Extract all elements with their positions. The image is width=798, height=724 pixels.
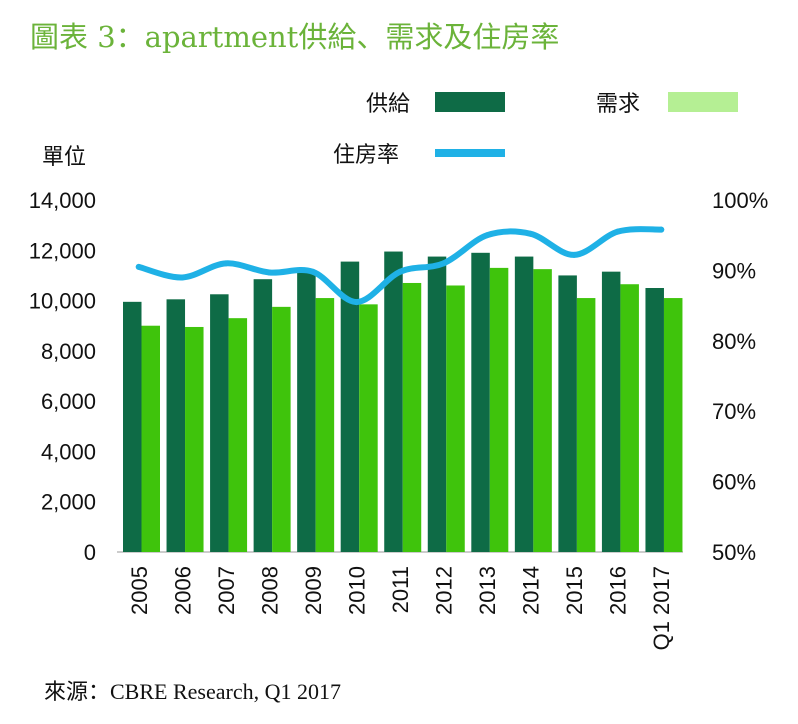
occupancy-point-2012 [440, 260, 447, 267]
bar-supply-2005 [123, 301, 142, 552]
bar-demand-2010 [359, 304, 378, 552]
x-tick-label: 2008 [257, 566, 282, 615]
bar-supply-2008 [253, 279, 273, 552]
bar-demand-2013 [489, 267, 509, 552]
y-tick-label: 0 [84, 540, 96, 565]
right-axis-ticks: 50% 60% 70% 80% 90% 100% [712, 188, 768, 565]
occupancy-point-2010 [353, 299, 360, 306]
bar-supply-2006 [166, 299, 186, 552]
bar-demand-2008 [272, 306, 291, 552]
legend-swatch-supply [435, 92, 505, 112]
bar-demand-2015 [576, 298, 596, 552]
y2-tick-label: 90% [712, 258, 756, 283]
bar-supply-2012 [427, 256, 447, 552]
bar-supply-2015 [558, 275, 577, 552]
bar-demand-2005 [141, 325, 160, 552]
bar-demand-2007 [228, 318, 248, 552]
occupancy-point-2006 [179, 274, 186, 281]
bar-supply-2009 [297, 270, 316, 552]
bar-demand-2006 [185, 326, 204, 552]
x-axis-ticks: 2005 2006 2007 2008 2009 2010 2011 2012 2013 2014… [127, 566, 674, 650]
bars [123, 251, 683, 553]
bar-demand-2009 [315, 298, 335, 552]
source-note: 來源：CBRE Research, Q1 2017 [44, 679, 341, 704]
y-tick-label: 10,000 [29, 289, 96, 314]
legend-label-demand: 需求 [596, 92, 640, 117]
bar-supply-2016 [601, 271, 621, 552]
occupancy-point-2013 [484, 232, 491, 239]
y2-tick-label: 70% [712, 399, 756, 424]
x-tick-label: 2010 [344, 566, 369, 615]
legend: 供給 需求 住房率 [333, 92, 738, 168]
left-axis-ticks: 0 2,000 4,000 6,000 8,000 10,000 12,000 14,000 [29, 188, 96, 565]
occupancy-point-2014 [527, 230, 534, 237]
y2-tick-label: 100% [712, 188, 768, 213]
y-tick-label: 14,000 [29, 188, 96, 213]
y-tick-label: 12,000 [29, 238, 96, 263]
occupancy-point-2016 [614, 228, 621, 235]
bar-supply-2011 [384, 251, 403, 553]
occupancy-point-2007 [222, 260, 229, 267]
bar-demand-Q1-2017 [663, 298, 683, 552]
occupancy-point-2009 [309, 268, 316, 275]
x-tick-label: 2014 [519, 566, 544, 615]
bar-demand-2011 [402, 282, 422, 552]
legend-label-occupancy: 住房率 [333, 143, 399, 168]
bar-supply-2007 [210, 294, 229, 552]
bar-demand-2012 [446, 285, 465, 552]
x-tick-label: 2005 [127, 566, 152, 615]
x-tick-label: 2007 [214, 566, 239, 615]
legend-swatch-demand [668, 92, 738, 112]
x-tick-label: 2013 [475, 566, 500, 615]
x-tick-label: 2006 [170, 566, 195, 615]
bar-supply-2010 [340, 261, 360, 552]
x-tick-label: 2009 [301, 566, 326, 615]
x-tick-label: 2012 [432, 566, 457, 615]
legend-label-supply: 供給 [366, 92, 410, 117]
bar-demand-2014 [533, 269, 552, 552]
bar-supply-2014 [514, 256, 534, 552]
y-tick-label: 2,000 [41, 490, 96, 515]
x-tick-label: 2011 [388, 566, 413, 613]
x-tick-label: Q1 2017 [649, 566, 674, 650]
occupancy-point-2015 [571, 251, 578, 258]
bar-supply-2013 [471, 252, 490, 553]
occupancy-line-group [135, 226, 665, 306]
y2-tick-label: 80% [712, 329, 756, 354]
x-tick-label: 2016 [606, 566, 631, 615]
y-tick-label: 8,000 [41, 339, 96, 364]
occupancy-point-Q1-2017 [658, 226, 665, 233]
occupancy-point-2011 [397, 268, 403, 275]
occupancy-point-2008 [266, 269, 273, 276]
x-tick-label: 2015 [562, 566, 587, 615]
chart-title: 圖表 3：apartment供給、需求及住房率 [30, 20, 560, 54]
bar-supply-Q1-2017 [645, 288, 664, 552]
y-tick-label: 6,000 [41, 389, 96, 414]
y2-tick-label: 50% [712, 540, 756, 565]
y2-tick-label: 60% [712, 470, 756, 495]
y-tick-label: 4,000 [41, 439, 96, 464]
y-axis-label: 單位 [42, 145, 86, 170]
bar-demand-2016 [620, 284, 639, 552]
occupancy-point-2005 [135, 263, 142, 270]
